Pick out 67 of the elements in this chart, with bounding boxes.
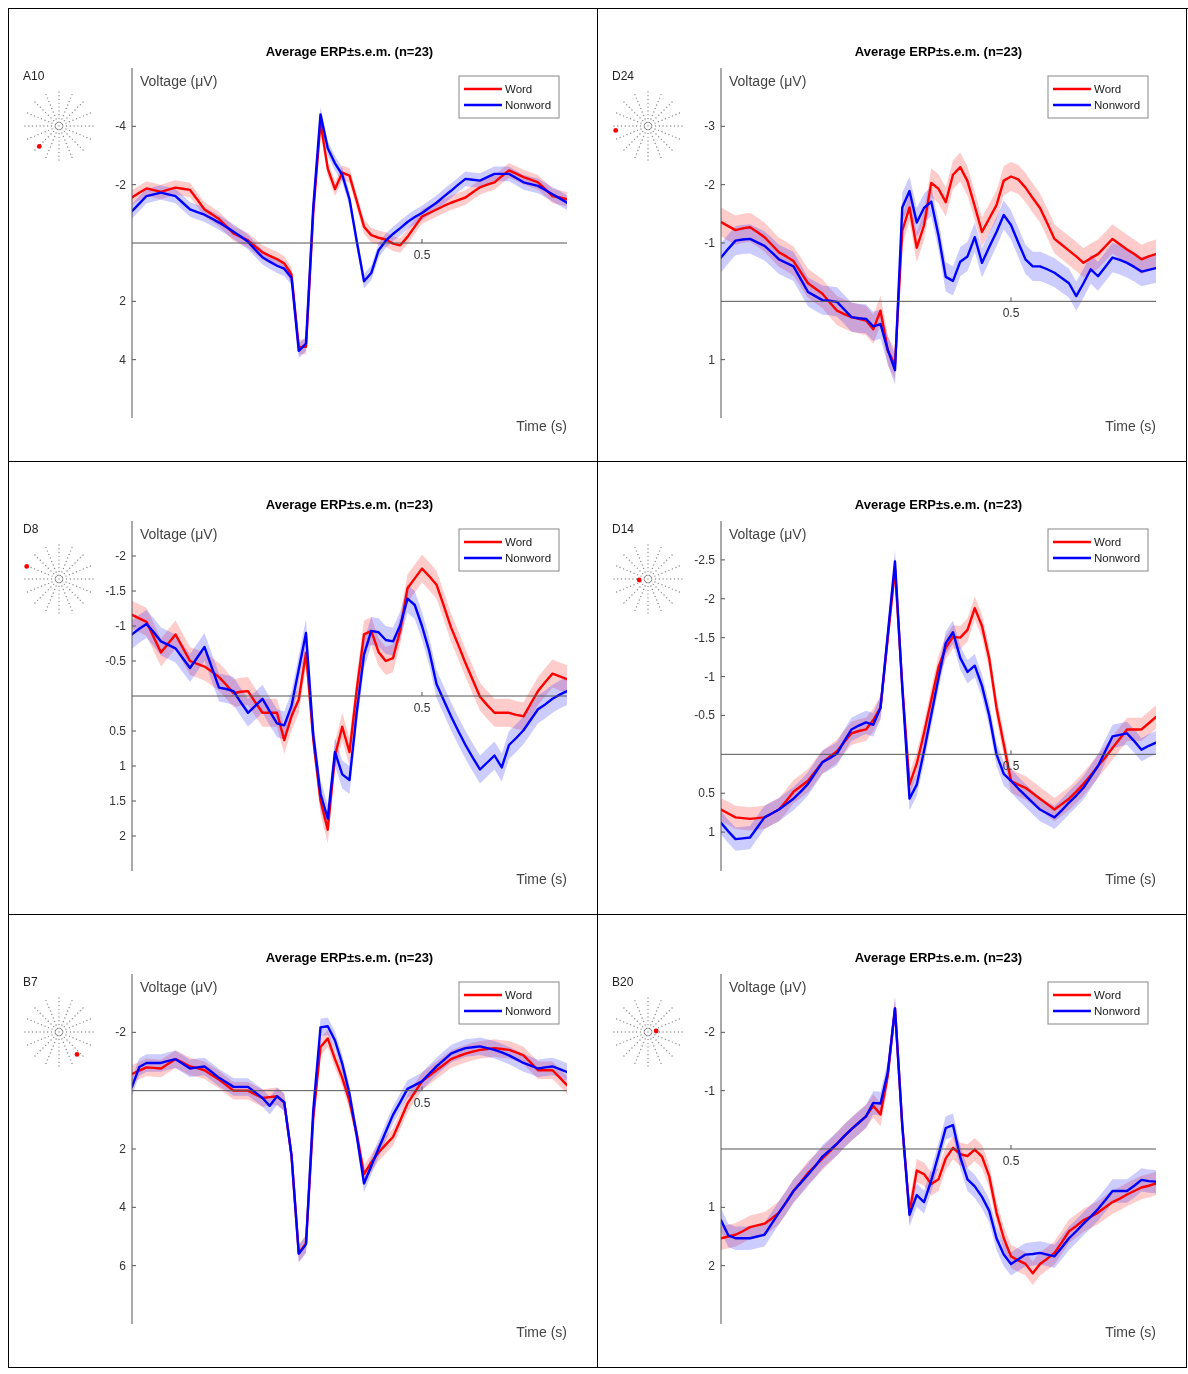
x-axis-title: Time (s): [516, 1324, 567, 1340]
x-axis-title: Time (s): [516, 871, 567, 887]
y-axis-title: Voltage (μV): [729, 526, 807, 542]
y-axis-title: Voltage (μV): [140, 73, 218, 89]
y-tick-label: 0.5: [109, 724, 127, 738]
legend-label: Nonword: [505, 552, 552, 564]
y-tick-label: 2: [119, 1142, 127, 1156]
chart-title: Average ERP±s.e.m. (n=23): [854, 44, 1023, 59]
y-tick-label: 4: [119, 352, 127, 367]
text: B7: [23, 975, 38, 989]
y-tick-label: -0.5: [105, 654, 127, 668]
y-tick-label: 2: [708, 1258, 716, 1273]
y-tick-label: 2: [119, 829, 127, 843]
y-tick-label: -0.5: [694, 708, 716, 723]
chart-title: Average ERP±s.e.m. (n=23): [854, 950, 1023, 965]
x-axis-title: Time (s): [516, 418, 567, 434]
y-tick-label: 2: [119, 294, 127, 309]
legend-label: Word: [505, 83, 533, 95]
y-tick-label: 1: [708, 352, 716, 367]
y-tick-label: -2.5: [694, 552, 716, 567]
x-axis-title: Time (s): [1105, 418, 1156, 434]
legend-label: Word: [1094, 989, 1122, 1001]
y-tick-label: -4: [115, 119, 127, 134]
text: D8: [23, 522, 39, 536]
y-tick-label: 1.5: [109, 794, 127, 808]
y-tick-label: -2: [115, 1025, 127, 1040]
y-tick-label: 1: [708, 825, 716, 840]
legend-label: Nonword: [505, 1005, 552, 1017]
y-tick-label: -3: [704, 119, 716, 134]
y-tick-label: 4: [119, 1200, 127, 1215]
x-axis-title: Time (s): [1105, 871, 1156, 887]
chart-title: Average ERP±s.e.m. (n=23): [265, 44, 434, 59]
y-tick-label: 6: [119, 1258, 127, 1273]
text: D14: [612, 522, 635, 536]
y-tick-label: 0.5: [698, 786, 716, 801]
y-tick-label: -1: [115, 619, 127, 633]
legend-label: Nonword: [505, 99, 552, 111]
legend-label: Nonword: [1094, 99, 1141, 111]
chart-title: Average ERP±s.e.m. (n=23): [265, 950, 434, 965]
y-tick-label: -1.5: [694, 630, 716, 645]
y-tick-label: -1: [704, 236, 716, 250]
x-axis-title: Time (s): [1105, 1324, 1156, 1340]
y-tick-label: -1: [704, 1083, 716, 1098]
y-tick-label: 1: [119, 759, 127, 773]
legend-label: Nonword: [1094, 1005, 1141, 1017]
y-tick-label: -1.5: [105, 584, 127, 598]
y-tick-label: 1: [708, 1200, 716, 1215]
y-axis-title: Voltage (μV): [729, 979, 807, 995]
legend-label: Word: [505, 536, 533, 548]
y-tick-label: -2: [115, 549, 127, 563]
legend-label: Nonword: [1094, 552, 1141, 564]
y-axis-title: Voltage (μV): [140, 979, 218, 995]
y-tick-label: -2: [704, 1025, 716, 1040]
y-axis-title: Voltage (μV): [140, 526, 218, 542]
y-tick-label: -2: [704, 177, 716, 192]
y-tick-label: -2: [704, 591, 716, 606]
text: B20: [612, 975, 634, 989]
legend-label: Word: [1094, 83, 1122, 95]
legend-label: Word: [1094, 536, 1122, 548]
y-tick-label: -1: [704, 669, 716, 684]
text: A10: [23, 69, 45, 83]
text: D24: [612, 69, 635, 83]
y-tick-label: -2: [115, 177, 127, 192]
y-axis-title: Voltage (μV): [729, 73, 807, 89]
legend-label: Word: [505, 989, 533, 1001]
chart-title: Average ERP±s.e.m. (n=23): [265, 497, 434, 512]
chart-title: Average ERP±s.e.m. (n=23): [854, 497, 1023, 512]
